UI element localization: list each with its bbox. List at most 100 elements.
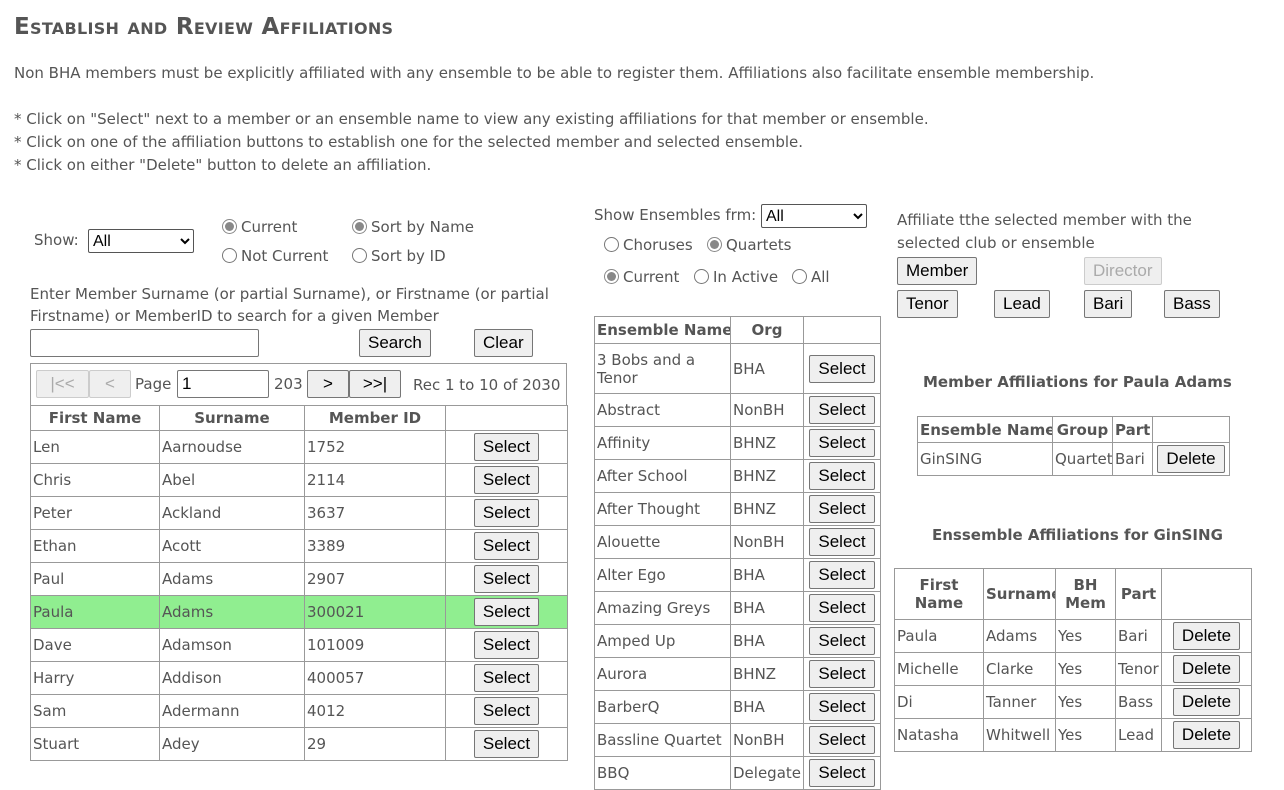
table-cell: Acott	[159, 529, 305, 563]
select-ensemble-button[interactable]: Select	[809, 726, 875, 754]
select-member-button[interactable]: Select	[473, 631, 540, 659]
select-ensemble-button[interactable]: Select	[809, 660, 875, 688]
select-ensemble-button[interactable]: Select	[809, 594, 875, 622]
first-page-button[interactable]: |<<	[36, 370, 89, 398]
page-title: Establish and Review Affiliations	[14, 14, 394, 40]
select-ensemble-button[interactable]: Select	[809, 528, 875, 556]
table-cell: 3637	[304, 496, 446, 530]
last-page-button[interactable]: >>|	[349, 370, 401, 398]
table-cell: 29	[304, 727, 446, 761]
action-cell: Select	[803, 756, 881, 790]
select-member-button[interactable]: Select	[473, 730, 540, 758]
member-show-select[interactable]: All	[88, 229, 194, 253]
delete-ensemble-affiliation-button[interactable]: Delete	[1172, 688, 1241, 716]
radio-sort-name[interactable]: Sort by Name	[352, 218, 474, 236]
table-cell: Adey	[159, 727, 305, 761]
action-cell: Delete	[1161, 652, 1252, 686]
select-ensemble-button[interactable]: Select	[809, 759, 875, 787]
table-cell: Michelle	[894, 652, 984, 686]
radio-current[interactable]: Current	[222, 218, 297, 236]
action-cell: Delete	[1161, 619, 1252, 653]
select-ensemble-button[interactable]: Select	[809, 429, 875, 457]
table-cell: BHA	[730, 558, 804, 592]
instruction: * Click on "Select" next to a member or …	[14, 110, 929, 128]
radio-choruses[interactable]: Choruses	[604, 236, 693, 254]
column-header: Org	[730, 316, 804, 344]
table-cell: BHA	[730, 624, 804, 658]
table-row: Chris Abel 2114 Select	[30, 463, 568, 497]
select-ensemble-button[interactable]: Select	[809, 354, 875, 383]
radio-not-current[interactable]: Not Current	[222, 247, 328, 265]
member-search-input[interactable]	[30, 329, 259, 357]
select-member-button[interactable]: Select	[473, 433, 540, 461]
column-header: Ensemble Name	[917, 416, 1053, 443]
select-ensemble-button[interactable]: Select	[809, 693, 875, 721]
table-row: Michelle Clarke Yes Tenor Delete	[894, 652, 1252, 686]
action-cell: Select	[445, 694, 568, 728]
table-row: GinSING Quartet Bari Delete	[917, 442, 1230, 476]
select-member-button[interactable]: Select	[473, 697, 540, 725]
column-header: BH Mem	[1055, 568, 1116, 620]
table-cell: Di	[894, 685, 984, 719]
select-member-button[interactable]: Select	[473, 499, 540, 527]
select-member-button[interactable]: Select	[473, 466, 540, 494]
delete-member-affiliation-button[interactable]: Delete	[1157, 445, 1225, 473]
table-cell: Yes	[1055, 685, 1116, 719]
table-cell: Yes	[1055, 718, 1116, 752]
table-cell: Ethan	[30, 529, 160, 563]
select-member-button[interactable]: Select	[473, 664, 540, 692]
column-header: First Name	[30, 405, 160, 431]
ensemble-show-select[interactable]: All	[761, 204, 867, 228]
table-cell: Abel	[159, 463, 305, 497]
action-cell: Select	[803, 624, 881, 658]
column-header	[1152, 416, 1230, 443]
select-ensemble-button[interactable]: Select	[809, 396, 875, 424]
select-member-button[interactable]: Select	[473, 532, 540, 560]
search-button[interactable]: Search	[359, 329, 431, 357]
prev-page-button[interactable]: <	[89, 370, 131, 398]
radio-sort-id[interactable]: Sort by ID	[352, 247, 446, 265]
clear-button[interactable]: Clear	[474, 329, 533, 357]
select-member-button[interactable]: Select	[473, 565, 540, 593]
page-input[interactable]	[177, 370, 269, 398]
select-ensemble-button[interactable]: Select	[809, 627, 875, 655]
action-cell: Delete	[1152, 442, 1230, 476]
table-cell: Adams	[159, 562, 305, 596]
table-cell: After Thought	[594, 492, 731, 526]
radio-ensemble-all[interactable]: All	[792, 268, 830, 286]
action-cell: Select	[445, 595, 568, 629]
action-cell: Select	[803, 723, 881, 757]
select-ensemble-button[interactable]: Select	[809, 561, 875, 589]
delete-ensemble-affiliation-button[interactable]: Delete	[1172, 622, 1241, 650]
column-header: Member ID	[304, 405, 446, 431]
affiliate-tenor-button[interactable]: Tenor	[897, 290, 958, 318]
action-cell: Select	[445, 628, 568, 662]
radio-ensemble-current[interactable]: Current	[604, 268, 679, 286]
column-header: Group	[1052, 416, 1113, 443]
select-member-button[interactable]: Select	[473, 598, 540, 626]
affiliate-lead-button[interactable]: Lead	[994, 290, 1050, 318]
table-cell: Sam	[30, 694, 160, 728]
table-row: Aurora BHNZ Select	[594, 657, 881, 691]
action-cell: Select	[445, 562, 568, 596]
table-cell: NonBH	[730, 525, 804, 559]
table-cell: BHNZ	[730, 657, 804, 691]
affiliate-bass-button[interactable]: Bass	[1164, 290, 1220, 318]
affiliate-bari-button[interactable]: Bari	[1084, 290, 1133, 318]
delete-ensemble-affiliation-button[interactable]: Delete	[1172, 721, 1241, 749]
select-ensemble-button[interactable]: Select	[809, 462, 875, 490]
table-cell: Ackland	[159, 496, 305, 530]
affiliate-director-button[interactable]: Director	[1084, 257, 1162, 285]
select-ensemble-button[interactable]: Select	[809, 495, 875, 523]
table-cell: Addison	[159, 661, 305, 695]
table-row: Amped Up BHA Select	[594, 624, 881, 658]
table-cell: Alter Ego	[594, 558, 731, 592]
affiliate-member-button[interactable]: Member	[897, 257, 978, 285]
table-cell: Whitwell	[983, 718, 1056, 752]
radio-inactive[interactable]: In Active	[694, 268, 778, 286]
table-cell: Stuart	[30, 727, 160, 761]
delete-ensemble-affiliation-button[interactable]: Delete	[1172, 655, 1241, 683]
table-cell: Clarke	[983, 652, 1056, 686]
next-page-button[interactable]: >	[307, 370, 349, 398]
radio-quartets[interactable]: Quartets	[707, 236, 791, 254]
